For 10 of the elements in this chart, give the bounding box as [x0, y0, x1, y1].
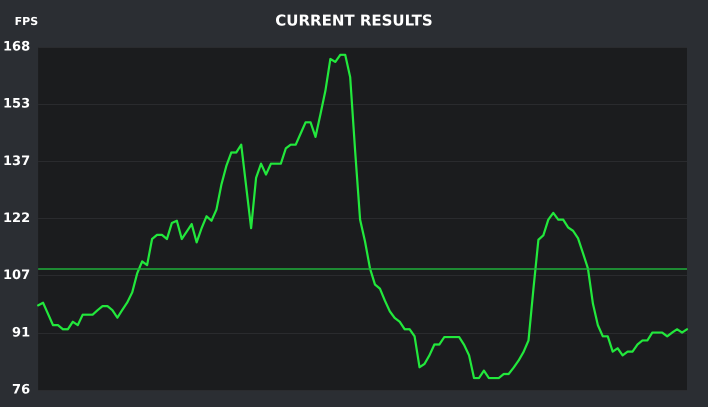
line-series — [37, 54, 688, 380]
y-tick-label: 91 — [12, 325, 30, 340]
y-tick-label: 153 — [2, 96, 30, 112]
y-tick-label: 168 — [2, 40, 30, 54]
y-axis-title: FPS — [14, 15, 38, 28]
y-tick-label: 76 — [12, 382, 30, 398]
y-tick-label: 122 — [2, 211, 30, 226]
y-tick-label: 137 — [2, 154, 30, 169]
y-tick-label: 107 — [2, 268, 30, 284]
chart-title: CURRENT RESULTS — [275, 12, 433, 30]
